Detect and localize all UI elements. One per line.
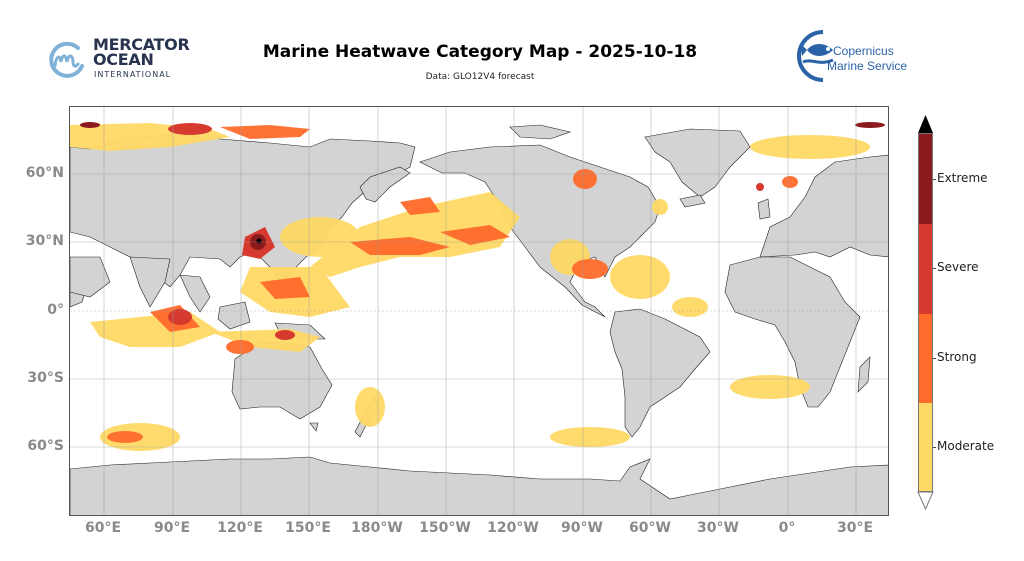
colorbar-label-moderate: Moderate <box>937 439 995 453</box>
lon-label-30e: 30°E <box>836 520 874 536</box>
lon-label-150e: 150°E <box>285 520 331 536</box>
map-canvas <box>70 107 888 515</box>
heatwave-strong-layer <box>107 125 798 443</box>
colorbar-label-severe: Severe <box>937 260 979 274</box>
chart-subtitle: Data: GLO12V4 forecast <box>425 72 535 82</box>
lat-label-60n: 60°N <box>25 165 64 181</box>
lon-label-30w: 30°W <box>697 520 739 536</box>
lat-label-30s: 30°S <box>27 370 64 386</box>
lat-label-0: 0° <box>47 302 64 318</box>
colorbar-band-strong <box>919 314 932 403</box>
lon-label-90w: 90°W <box>561 520 603 536</box>
graticule <box>70 107 888 515</box>
colorbar-tick <box>933 447 936 448</box>
colorbar-extend-min-icon <box>917 491 934 510</box>
colorbar-band-severe <box>919 224 932 314</box>
copernicus-logo-line2: Marine Service <box>827 59 908 73</box>
colorbar-band-extreme <box>919 134 932 224</box>
copernicus-logo-line1: Copernicus <box>833 44 894 58</box>
lon-label-0: 0° <box>778 520 796 536</box>
lon-label-90e: 90°E <box>153 520 191 536</box>
lon-label-120w: 120°W <box>487 520 539 536</box>
chart-title: Marine Heatwave Category Map - 2025-10-1… <box>262 42 698 62</box>
colorbar-label-strong: Strong <box>937 350 977 364</box>
mercator-ocean-logo: MERCATOR OCEAN INTERNATIONAL <box>46 36 190 82</box>
mercator-m-circle-icon <box>49 41 84 78</box>
mercator-logo-line2: OCEAN <box>93 50 154 69</box>
lat-label-60s: 60°S <box>27 438 64 454</box>
colorbar <box>918 133 933 492</box>
lon-label-120e: 120°E <box>217 520 263 536</box>
colorbar-tick <box>933 358 936 359</box>
colorbar-tick <box>933 179 936 180</box>
colorbar-extend-max-icon <box>918 115 933 133</box>
lon-label-60w: 60°W <box>629 520 671 536</box>
lat-label-30n: 30°N <box>25 233 64 249</box>
copernicus-marine-logo: Copernicus Marine Service <box>793 28 943 84</box>
colorbar-band-moderate <box>919 403 932 491</box>
colorbar-label-extreme: Extreme <box>937 171 988 185</box>
fish-wave-icon <box>797 30 834 82</box>
mercator-logo-line1: MERCATOR <box>93 35 190 54</box>
mercator-logo-line3: INTERNATIONAL <box>94 70 172 79</box>
lon-label-150w: 150°W <box>419 520 471 536</box>
heatwave-map <box>69 106 889 516</box>
colorbar-tick <box>933 268 936 269</box>
lon-label-60e: 60°E <box>84 520 122 536</box>
lon-label-180w: 180°W <box>351 520 403 536</box>
